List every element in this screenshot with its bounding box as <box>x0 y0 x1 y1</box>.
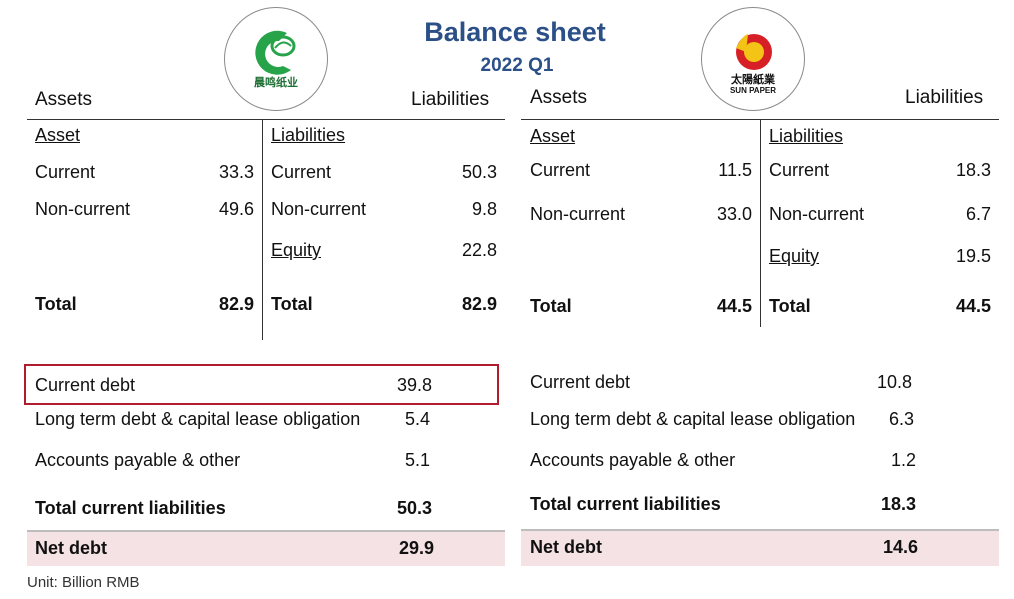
left-liab-noncurrent-value: 9.8 <box>471 199 497 219</box>
right-liabilities-header: Liabilities <box>905 87 984 108</box>
left-current-debt-value: 39.8 <box>396 375 432 395</box>
left-total-assets-label: Total <box>35 294 77 314</box>
left-long-term-debt-label: Long term debt & capital lease obligatio… <box>35 409 361 429</box>
chenming-logo-icon <box>255 30 296 75</box>
left-asset-heading: Asset <box>35 125 81 145</box>
right-total-assets-label: Total <box>530 296 572 316</box>
left-equity-label: Equity <box>271 240 322 260</box>
chenming-paper-logo: 晨鸣纸业 <box>224 7 328 111</box>
left-long-term-debt-value: 5.4 <box>404 409 430 429</box>
page-subtitle: 2022 Q1 <box>480 55 554 76</box>
left-liabilities-header: Liabilities <box>411 89 490 110</box>
right-current-debt-label: Current debt <box>530 372 631 392</box>
left-total-assets-value: 82.9 <box>218 294 254 314</box>
right-equity-label: Equity <box>769 246 820 266</box>
left-divider <box>262 120 263 340</box>
right-net-debt-band <box>521 529 999 566</box>
left-total-liab-value: 82.9 <box>461 294 497 314</box>
left-total-current-liabilities-value: 50.3 <box>396 498 432 518</box>
sun-paper-logo-icon <box>736 34 772 70</box>
right-current-debt-value: 10.8 <box>876 372 912 392</box>
left-asset-noncurrent-label: Non-current <box>35 199 131 219</box>
left-net-debt-band <box>27 530 505 566</box>
right-accounts-payable-label: Accounts payable & other <box>530 450 736 470</box>
left-liab-noncurrent-label: Non-current <box>271 199 367 219</box>
right-net-debt-value: 14.6 <box>882 537 918 557</box>
right-total-liab-label: Total <box>769 296 811 316</box>
right-total-assets-value: 44.5 <box>716 296 752 316</box>
right-divider <box>760 120 761 327</box>
page-title: Balance sheet <box>424 17 606 47</box>
left-accounts-payable-label: Accounts payable & other <box>35 450 241 470</box>
left-total-current-liabilities-label: Total current liabilities <box>35 498 226 518</box>
left-liab-current-label: Current <box>271 162 332 182</box>
left-liab-current-value: 50.3 <box>461 162 497 182</box>
right-net-debt-label: Net debt <box>530 537 602 557</box>
sun-paper-logo: 太陽紙業 SUN PAPER <box>701 7 805 111</box>
left-liab-heading: Liabilities <box>271 125 346 145</box>
right-liab-heading: Liabilities <box>769 126 844 146</box>
right-asset-heading: Asset <box>530 126 576 146</box>
left-equity-value: 22.8 <box>461 240 497 260</box>
current-debt-highlight-box <box>24 364 499 405</box>
right-liab-current-value: 18.3 <box>955 160 991 180</box>
right-liab-noncurrent-label: Non-current <box>769 204 865 224</box>
right-header-rule <box>521 119 999 120</box>
left-assets-header: Assets <box>35 89 93 110</box>
right-asset-noncurrent-value: 33.0 <box>716 204 752 224</box>
right-accounts-payable-value: 1.2 <box>890 450 916 470</box>
left-net-debt-label: Net debt <box>35 538 107 558</box>
left-asset-current-label: Current <box>35 162 96 182</box>
right-liab-current-label: Current <box>769 160 830 180</box>
left-accounts-payable-value: 5.1 <box>404 450 430 470</box>
sun-paper-logo-subtext: SUN PAPER <box>729 86 777 95</box>
unit-note: Unit: Billion RMB <box>27 574 140 591</box>
right-long-term-debt-label: Long term debt & capital lease obligatio… <box>530 409 856 429</box>
right-asset-current-label: Current <box>530 160 591 180</box>
left-asset-current-value: 33.3 <box>218 162 254 182</box>
right-assets-header: Assets <box>530 87 588 108</box>
right-liab-noncurrent-value: 6.7 <box>965 204 991 224</box>
right-total-current-liabilities-label: Total current liabilities <box>530 494 721 514</box>
right-long-term-debt-value: 6.3 <box>888 409 914 429</box>
left-total-liab-label: Total <box>271 294 313 314</box>
right-asset-current-value: 11.5 <box>718 160 752 180</box>
right-equity-value: 19.5 <box>955 246 991 266</box>
left-asset-noncurrent-value: 49.6 <box>218 199 254 219</box>
sun-paper-logo-text: 太陽紙業 <box>731 73 775 86</box>
right-total-current-liabilities-value: 18.3 <box>880 494 916 514</box>
left-net-debt-value: 29.9 <box>398 538 434 558</box>
right-asset-noncurrent-label: Non-current <box>530 204 626 224</box>
chenming-logo-text: 晨鸣纸业 <box>254 76 298 89</box>
left-header-rule <box>27 119 505 120</box>
left-current-debt-label: Current debt <box>35 375 136 395</box>
right-total-liab-value: 44.5 <box>955 296 991 316</box>
